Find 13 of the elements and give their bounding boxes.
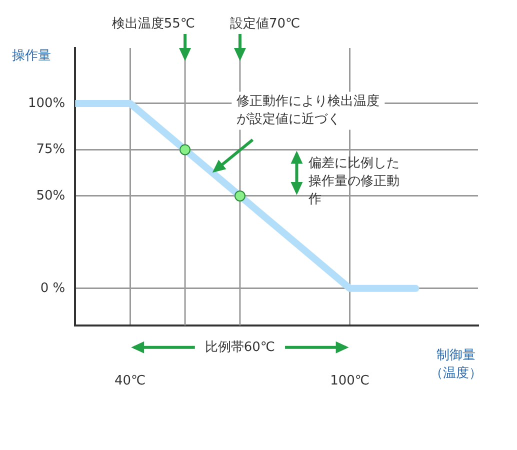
y-tick-label: 75% [36,142,66,158]
y-tick-label: 100% [28,96,66,111]
y-tick-label: 0 % [40,280,66,296]
ref-line-label: 設定値70℃ [230,16,300,32]
ref-line-label: 検出温度55℃ [112,15,196,32]
y-axis-title: 操作量 [12,48,51,64]
annotation: 修正動作により検出温度が設定値に近づく [236,93,380,128]
x-tick-label: 100℃ [330,374,370,389]
x-axis-title: 制御量（温度） [430,348,482,381]
y-tick-label: 50% [36,188,66,204]
text: 比例帯60℃ [204,340,276,355]
annotation: 偏差に比例した操作量の修正動作 [308,156,400,208]
x-tick-label: 40℃ [114,374,146,389]
